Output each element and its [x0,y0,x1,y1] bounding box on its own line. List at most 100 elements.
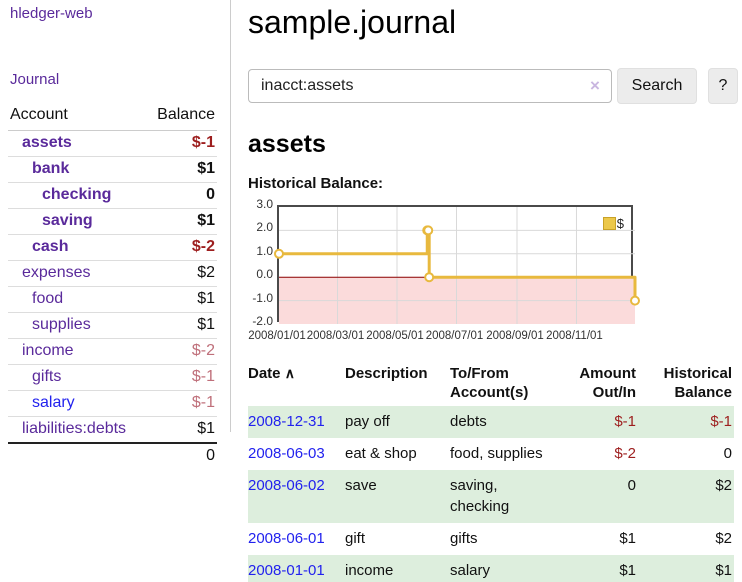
data-point [423,225,434,236]
transaction-balance: 0 [723,445,732,462]
transaction-date-link[interactable]: 2008-01-01 [248,562,325,579]
account-row: checking 0 [8,182,217,209]
legend-swatch [602,217,616,230]
account-row: assets $-1 [8,131,217,157]
account-link-income[interactable]: income [22,342,74,359]
register-header-date[interactable]: Date ∧ [248,365,295,382]
accounts-table: Account Balance assets $-1 bank $1 checking 0… [8,103,217,469]
register-row: 2008-12-31 pay off debts $-1 $-1 [248,406,734,438]
account-link-food[interactable]: food [32,290,64,307]
transaction-description: income [345,555,450,582]
account-row: salary $-1 [8,390,217,417]
account-balance: $-1 [191,134,215,151]
transaction-accounts: gifts [450,530,478,547]
data-point [274,248,284,259]
transaction-date-link[interactable]: 2008-06-01 [248,530,325,547]
transaction-date-link[interactable]: 2008-12-31 [248,413,325,430]
chart-legend: $ [602,216,624,231]
transaction-description: save [345,470,450,523]
transaction-description: pay off [345,406,450,438]
account-balance: $1 [145,208,217,235]
chart-canvas [274,207,640,324]
account-balance: $1 [145,156,217,183]
sidebar-item-journal[interactable]: Journal [10,71,60,88]
help-button[interactable]: ? [708,68,738,104]
y-axis-tick-label: 1.0 [256,243,273,258]
transaction-date-link[interactable]: 2008-06-02 [248,477,325,494]
balance-column-header: Balance [145,103,217,131]
app-brand-link[interactable]: hledger-web [10,5,93,22]
historical-balance-chart: $ 3.0 2.0 1.0 0.0 -1.0 -2.0 2008/01/01 2008/03/… [246,197,666,347]
transaction-accounts: food, supplies [450,445,543,462]
account-balance: $-1 [145,364,217,391]
transaction-balance: $-1 [638,406,734,438]
accounts-total-value: 0 [145,442,217,469]
data-point [424,272,435,283]
account-link-checking[interactable]: checking [42,186,112,203]
y-axis-tick-label: -2.0 [252,314,273,328]
register-header-amount: Amount Out/In [579,365,636,401]
account-heading: assets [248,130,326,158]
account-link-bank[interactable]: bank [32,160,70,177]
transaction-amount: $1 [554,555,638,582]
account-row: income $-2 [8,338,217,365]
x-axis-tick-label: 2008/01/01 [248,330,306,342]
account-link-salary[interactable]: salary [32,394,75,411]
account-balance: 0 [145,182,217,209]
account-link-saving[interactable]: saving [42,212,93,229]
account-link-expenses[interactable]: expenses [22,264,91,281]
account-row: bank $1 [8,156,217,183]
account-link-gifts[interactable]: gifts [32,368,62,385]
account-row: cash $-2 [8,234,217,261]
transaction-accounts: salary [450,555,554,582]
legend-label: $ [616,216,624,231]
account-row: supplies $1 [8,312,217,339]
y-axis-tick-label: 2.0 [256,220,273,235]
account-link-cash[interactable]: cash [32,238,69,255]
accounts-column-header: Account [8,103,146,131]
account-balance: $1 [145,312,217,339]
search-input[interactable] [248,69,612,103]
clear-search-icon[interactable]: × [590,76,600,95]
transaction-amount: $1 [619,530,636,547]
transaction-date-link[interactable]: 2008-06-03 [248,445,325,462]
account-row: gifts $-1 [8,364,217,391]
account-balance: $1 [145,416,217,443]
account-row: saving $1 [8,208,217,235]
account-link-assets[interactable]: assets [22,134,72,151]
transaction-description: eat & shop [345,445,417,462]
register-header-balance: Historical Balance [663,365,732,401]
y-axis-tick-label: -1.0 [252,290,273,305]
chart-plot-area: $ [274,205,640,324]
transaction-accounts: saving, checking [450,470,554,523]
account-row: food $1 [8,286,217,313]
transaction-description: gift [345,530,366,547]
y-axis-tick-label: 3.0 [256,197,273,211]
x-axis-tick-label: 2008/11/01 [546,330,603,342]
account-balance: $-1 [145,390,217,417]
account-row: expenses $2 [8,260,217,287]
register-row: 2008-06-02 save saving, checking 0 $2 [248,470,734,523]
transaction-amount: $-1 [554,406,638,438]
transaction-accounts: debts [450,406,554,438]
y-axis-tick-label: 0.0 [256,267,273,282]
register-table: Date ∧ Description To/From Account(s) Am… [248,364,734,582]
register-row: 2008-01-01 income salary $1 $1 [248,555,734,582]
transaction-amount: 0 [554,470,638,523]
data-point [630,295,640,306]
account-balance: $1 [145,286,217,313]
chart-title: Historical Balance: [248,175,384,192]
search-button[interactable]: Search [617,68,697,104]
sort-ascending-icon: ∧ [284,365,295,381]
account-link-liabilities-debts[interactable]: liabilities:debts [22,420,127,437]
x-axis-tick-label: 2008/05/01 [366,330,424,342]
x-axis-tick-label: 2008/09/01 [486,330,544,342]
x-axis-tick-label: 2008/07/01 [425,330,484,342]
transaction-balance: $2 [715,530,732,547]
register-header-accounts: To/From Account(s) [450,365,529,401]
account-balance: $-2 [145,338,217,365]
account-balance: $-2 [145,234,217,261]
account-link-supplies[interactable]: supplies [32,316,91,333]
transaction-amount: $-2 [614,445,636,462]
account-row: liabilities:debts $1 [8,416,217,443]
